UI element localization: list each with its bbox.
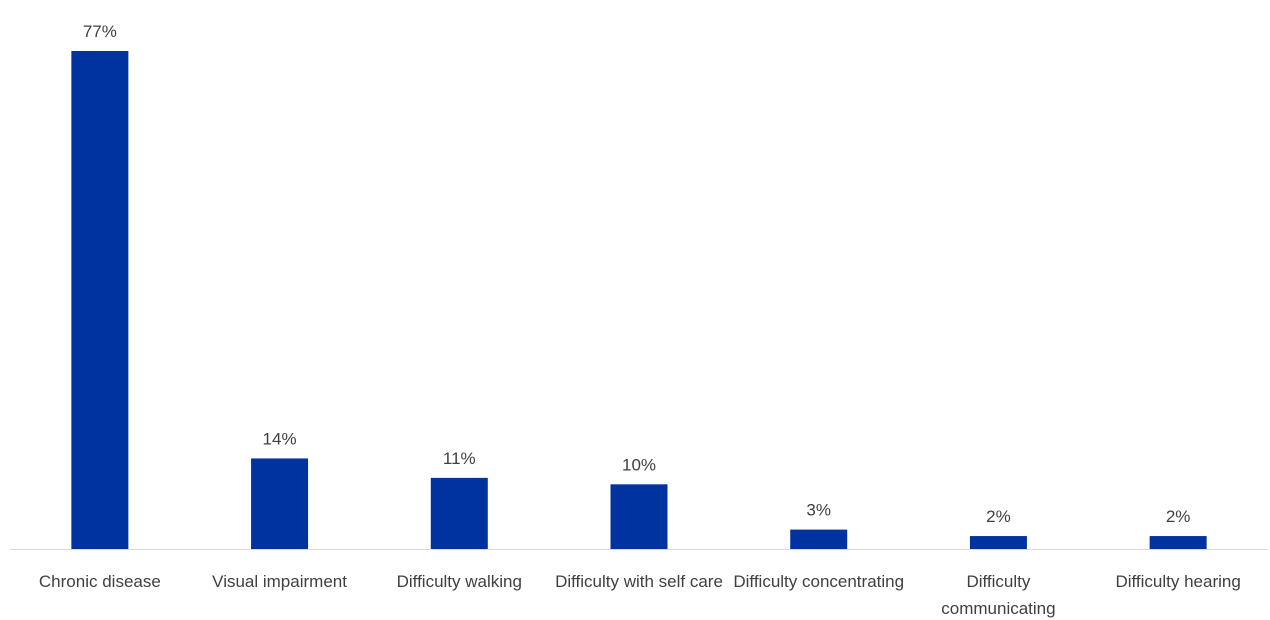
category-label-2: Visual impairment <box>212 572 347 591</box>
bar-4 <box>610 484 668 549</box>
bar-3 <box>430 477 488 549</box>
category-label-7: Difficulty hearing <box>1115 572 1240 591</box>
data-label-1: 77% <box>83 22 117 41</box>
bars-layer <box>71 51 1207 549</box>
data-label-7: 2% <box>1166 507 1191 526</box>
data-labels-layer: 77% 14% 11% 10% 3% 2% 2% <box>83 22 1191 526</box>
category-label-5: Difficulty concentrating <box>733 572 904 591</box>
category-label-1: Chronic disease <box>39 572 161 591</box>
category-labels-layer: Chronic disease Visual impairment Difficul… <box>39 572 1241 618</box>
bar-5 <box>790 529 848 549</box>
category-label-3: Difficulty walking <box>397 572 522 591</box>
bar-1 <box>71 51 129 549</box>
category-label-6: Difficulty communicating <box>941 572 1055 618</box>
category-label-4: Difficulty with self care <box>555 572 723 591</box>
bar-2 <box>251 458 309 549</box>
data-label-5: 3% <box>806 501 831 520</box>
data-label-3: 11% <box>443 449 476 468</box>
bar-6 <box>969 536 1027 549</box>
data-label-6: 2% <box>986 507 1011 526</box>
data-label-2: 14% <box>263 429 297 448</box>
bar-7 <box>1149 536 1207 549</box>
data-label-4: 10% <box>622 455 656 474</box>
